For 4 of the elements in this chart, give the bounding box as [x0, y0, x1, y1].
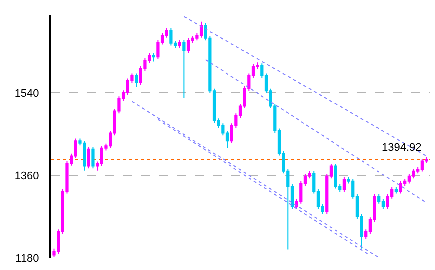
ref-line-label: 1394.92: [382, 142, 422, 154]
y-tick-label: 1540: [14, 88, 40, 100]
y-tick-label: 1180: [16, 252, 40, 265]
y-tick-label: 1360: [14, 170, 40, 182]
